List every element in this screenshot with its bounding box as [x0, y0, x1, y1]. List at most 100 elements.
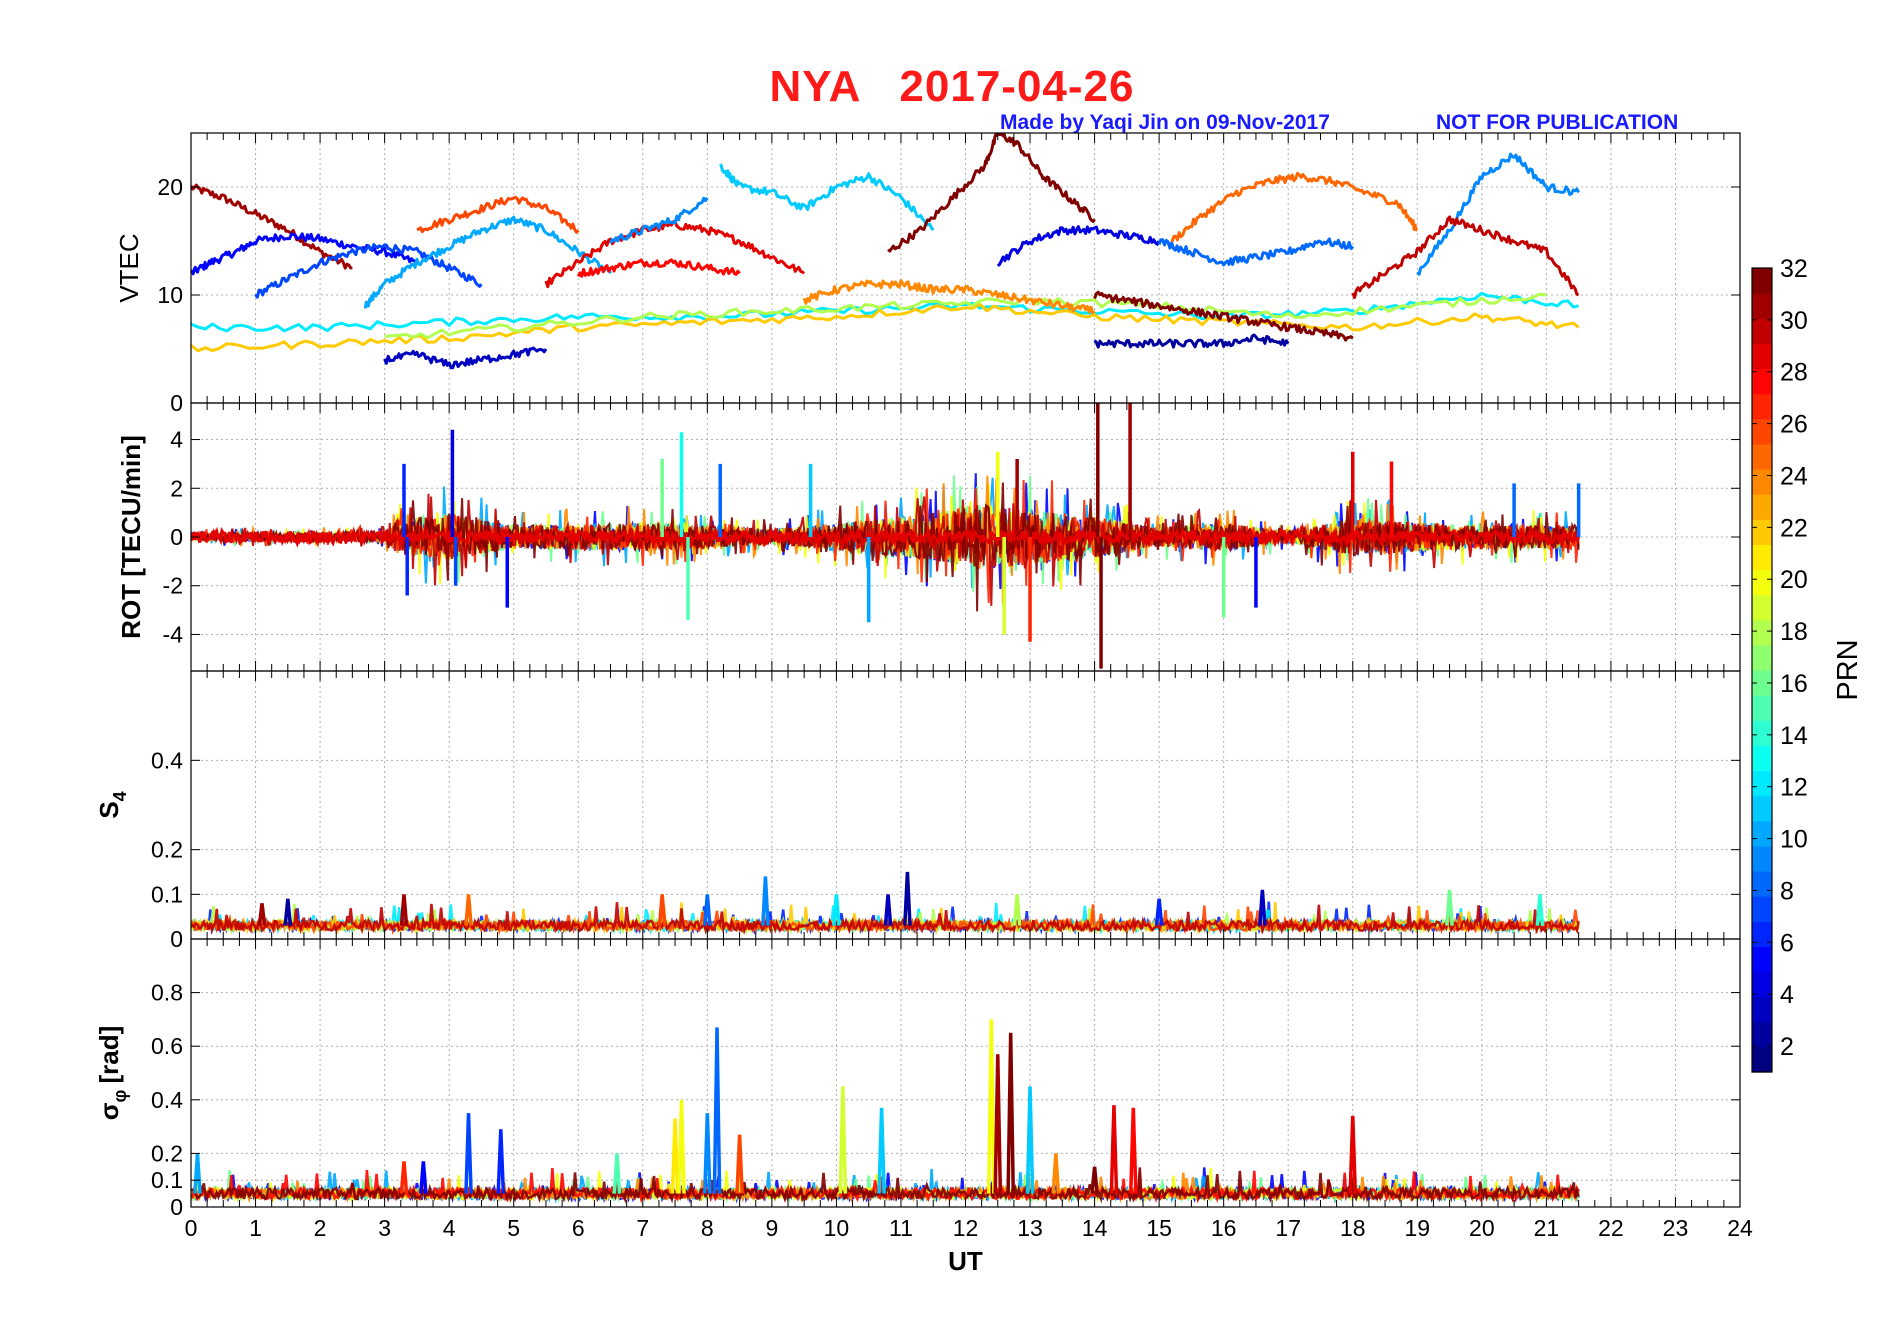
- sigma_phi-spike: [1348, 1115, 1358, 1194]
- colorbar-swatch: [1752, 871, 1772, 897]
- vtec-y-tick-label: 10: [157, 282, 183, 308]
- vtec-series-line: [363, 215, 612, 309]
- s4-spike: [1535, 894, 1545, 926]
- sigma_phi-spike: [419, 1161, 428, 1194]
- sigma_phi-spike: [877, 1107, 886, 1194]
- s4-spike: [283, 898, 293, 926]
- x-tick-label: 18: [1340, 1215, 1366, 1241]
- s4-spike: [464, 894, 473, 926]
- rot-y-label: ROT [TECU/min]: [116, 435, 146, 639]
- sigma_phi-spike: [399, 1161, 409, 1194]
- s4-spike: [657, 894, 667, 926]
- x-tick-label: 9: [765, 1215, 778, 1241]
- colorbar-tick-label: 24: [1780, 462, 1808, 490]
- x-tick-label: 1: [249, 1215, 262, 1241]
- colorbar-swatch: [1752, 921, 1772, 947]
- colorbar-swatch: [1752, 1021, 1772, 1048]
- vtec-series-line: [1093, 333, 1290, 349]
- colorbar-tick-label: 32: [1780, 255, 1808, 283]
- colorbar-tick-label: 20: [1780, 566, 1808, 594]
- vtec-series-line: [383, 346, 548, 370]
- sigma_phi-spike: [712, 1027, 722, 1194]
- colorbar-swatch: [1752, 670, 1772, 696]
- vtec-series-group: [191, 133, 1580, 370]
- colorbar-frame: [1751, 267, 1773, 1073]
- s4-y-tick-label: 0.4: [151, 747, 183, 773]
- s4-spike: [903, 871, 912, 926]
- colorbar-tick-label: 26: [1780, 411, 1808, 439]
- vtec-y-label: VTEC: [114, 233, 144, 302]
- colorbar-swatch: [1752, 946, 1772, 973]
- vtec-series-line: [544, 220, 806, 289]
- x-tick-label: 6: [572, 1215, 585, 1241]
- s4-spike: [1258, 889, 1267, 926]
- colorbar-swatch: [1752, 644, 1772, 671]
- colorbar-swatch: [1752, 343, 1772, 370]
- axes-layer: [190, 132, 1741, 1208]
- rot-y-tick-label: 4: [170, 427, 183, 453]
- s4-spike: [761, 876, 770, 926]
- vtec-series-line: [191, 183, 353, 270]
- sigma_phi-spike: [838, 1086, 848, 1194]
- colorbar-swatch: [1752, 619, 1772, 646]
- sigma_phi-spike: [1006, 1032, 1016, 1194]
- sigma_phi-spike: [464, 1113, 473, 1194]
- colorbar-swatch: [1752, 469, 1772, 495]
- sigma_phi-spike: [496, 1129, 506, 1194]
- station-label: NYA: [769, 62, 860, 111]
- colorbar-tick-label: 8: [1780, 877, 1794, 905]
- x-tick-label: 12: [953, 1215, 979, 1241]
- x-tick-label: 8: [701, 1215, 714, 1241]
- sigma_phi-spike: [703, 1113, 712, 1194]
- colorbar-swatch: [1752, 896, 1772, 922]
- x-tick-label: 22: [1598, 1215, 1624, 1241]
- vtec-series-line: [254, 243, 483, 299]
- s4-series-group: [191, 871, 1580, 936]
- colorbar-tick-label: 30: [1780, 307, 1808, 335]
- s4-series-line: [191, 902, 1580, 936]
- s4-y-tick-label: 0: [170, 926, 183, 952]
- colorbar-tick-label: 12: [1780, 774, 1808, 802]
- x-tick-label: 21: [1534, 1215, 1560, 1241]
- x-axis-label: UT: [948, 1246, 983, 1276]
- made-by-label: Made by Yaqi Jin on 09-Nov-2017: [1000, 111, 1330, 134]
- x-tick-label: 2: [314, 1215, 327, 1241]
- sigma-label-sub: φ: [110, 1089, 130, 1102]
- colorbar-swatch: [1752, 368, 1772, 395]
- s4-spike: [257, 903, 267, 926]
- sigma_phi-spike: [735, 1134, 744, 1194]
- sigma_phi-spike: [986, 1019, 996, 1194]
- colorbar-tick-label: 28: [1780, 359, 1808, 387]
- colorbar-swatch: [1752, 996, 1772, 1023]
- vtec-series-line: [576, 258, 741, 278]
- x-tick-label: 13: [1017, 1215, 1043, 1241]
- data-layer: [191, 133, 1581, 1204]
- colorbar-swatch: [1752, 318, 1772, 344]
- colorbar-swatch: [1752, 745, 1772, 772]
- sigma_phi-spike: [1025, 1086, 1035, 1194]
- colorbar-tick-label: 4: [1780, 981, 1794, 1009]
- rot-series-line: [191, 525, 1581, 549]
- sigma-label-unit: [rad]: [94, 1026, 124, 1084]
- vtec-series-line: [1170, 171, 1418, 243]
- colorbar-swatch: [1752, 971, 1772, 998]
- x-tick-label: 16: [1211, 1215, 1237, 1241]
- vtec-series-line: [887, 133, 1096, 253]
- x-tick-label: 7: [636, 1215, 649, 1241]
- x-tick-label: 15: [1146, 1215, 1172, 1241]
- sigma-label-main: σ: [94, 1102, 124, 1120]
- vtec-series-line: [416, 195, 580, 234]
- sigma-y-label: σφ [rad]: [94, 1026, 130, 1120]
- x-tick-label: 19: [1404, 1215, 1430, 1241]
- vtec-series-line: [384, 292, 1547, 340]
- x-tick-label: 4: [443, 1215, 456, 1241]
- rot-y-tick-label: 0: [170, 524, 183, 550]
- colorbar-swatch: [1752, 519, 1772, 545]
- colorbar-swatch: [1752, 443, 1772, 470]
- sigma_phi-y-tick-label: 0.8: [151, 980, 183, 1006]
- x-tick-label: 11: [889, 1215, 913, 1241]
- sigma_phi-y-tick-label: 0.2: [151, 1140, 183, 1166]
- s4-spike: [703, 894, 712, 926]
